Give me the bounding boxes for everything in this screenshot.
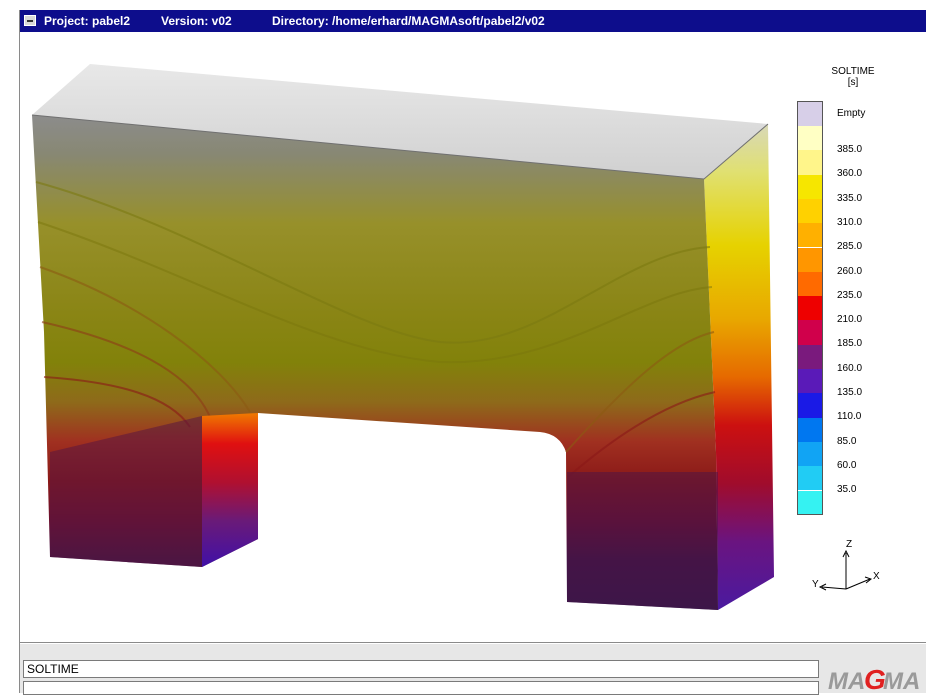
legend-quantity: SOLTIME: [831, 66, 875, 77]
legend-cell: [798, 126, 822, 151]
axis-z-label: Z: [846, 539, 852, 550]
legend-label: 60.0: [837, 459, 857, 471]
legend-label: 85.0: [837, 435, 857, 447]
window-menu-button[interactable]: [24, 15, 36, 26]
legend-label: 35.0: [837, 484, 857, 496]
status-panel: SOLTIME MA G MA: [20, 644, 926, 695]
version-label: Version: v02: [161, 14, 232, 28]
magmasoft-window: Project: pabel2 Version: v02 Directory: …: [19, 10, 926, 695]
project-label: Project: pabel2: [44, 14, 131, 28]
legend-cell: [798, 344, 822, 369]
color-legend: [797, 101, 823, 515]
axis-x-label: X: [873, 571, 880, 582]
legend-cell: [798, 320, 822, 345]
model-top-face: [32, 64, 768, 179]
legend-cell: [798, 247, 822, 272]
left-leg-front-face: [50, 416, 202, 567]
legend-cell: [798, 271, 822, 297]
legend-label: 110.0: [837, 411, 862, 423]
legend-cell: [798, 466, 822, 491]
legend-label: 310.0: [837, 216, 863, 228]
legend-cell: [798, 296, 822, 321]
3d-viewport[interactable]: SOLTIME [s] Z X Y Empty 385.0 360.0 335.0 31…: [20, 32, 926, 643]
legend-cell: [798, 441, 822, 467]
legend-cell: [798, 393, 822, 418]
magma-logo: MA G MA: [828, 664, 920, 695]
title-bar: Project: pabel2 Version: v02 Directory: …: [20, 10, 926, 32]
legend-label-empty: Empty: [837, 108, 866, 119]
legend-label: 210.0: [837, 314, 863, 326]
legend-cell: [798, 174, 822, 199]
axis-y-label: Y: [812, 579, 819, 590]
axis-triad: Z X Y: [812, 539, 880, 591]
legend-cell: [798, 223, 822, 248]
model-side-face: [704, 124, 774, 610]
legend-title: SOLTIME [s]: [828, 66, 878, 88]
right-leg-front-face: [567, 472, 718, 610]
svg-text:MA: MA: [828, 668, 865, 695]
left-leg-inner-face: [202, 413, 258, 567]
legend-unit: [s]: [847, 77, 859, 88]
legend-label: 285.0: [837, 241, 863, 253]
directory-label: Directory: /home/erhard/MAGMAsoft/pabel2…: [272, 14, 545, 28]
legend-cell-empty: [798, 102, 822, 126]
legend-cell: [798, 198, 822, 224]
legend-label: 160.0: [837, 362, 863, 374]
legend-label: 135.0: [837, 387, 863, 398]
legend-cell: [798, 150, 822, 175]
svg-text:G: G: [864, 664, 886, 695]
legend-cell: [798, 369, 822, 394]
result-name-field[interactable]: SOLTIME: [23, 660, 819, 678]
legend-label: 360.0: [837, 168, 863, 180]
legend-label: 185.0: [837, 338, 863, 350]
legend-cell: [798, 417, 822, 442]
legend-label: 260.0: [837, 265, 863, 277]
legend-label: 235.0: [837, 289, 863, 301]
legend-label: 385.0: [837, 144, 863, 155]
legend-cell-bottom: [798, 490, 822, 514]
svg-text:MA: MA: [883, 668, 920, 695]
legend-label: 335.0: [837, 192, 863, 204]
casting-model-render: [31, 64, 774, 610]
